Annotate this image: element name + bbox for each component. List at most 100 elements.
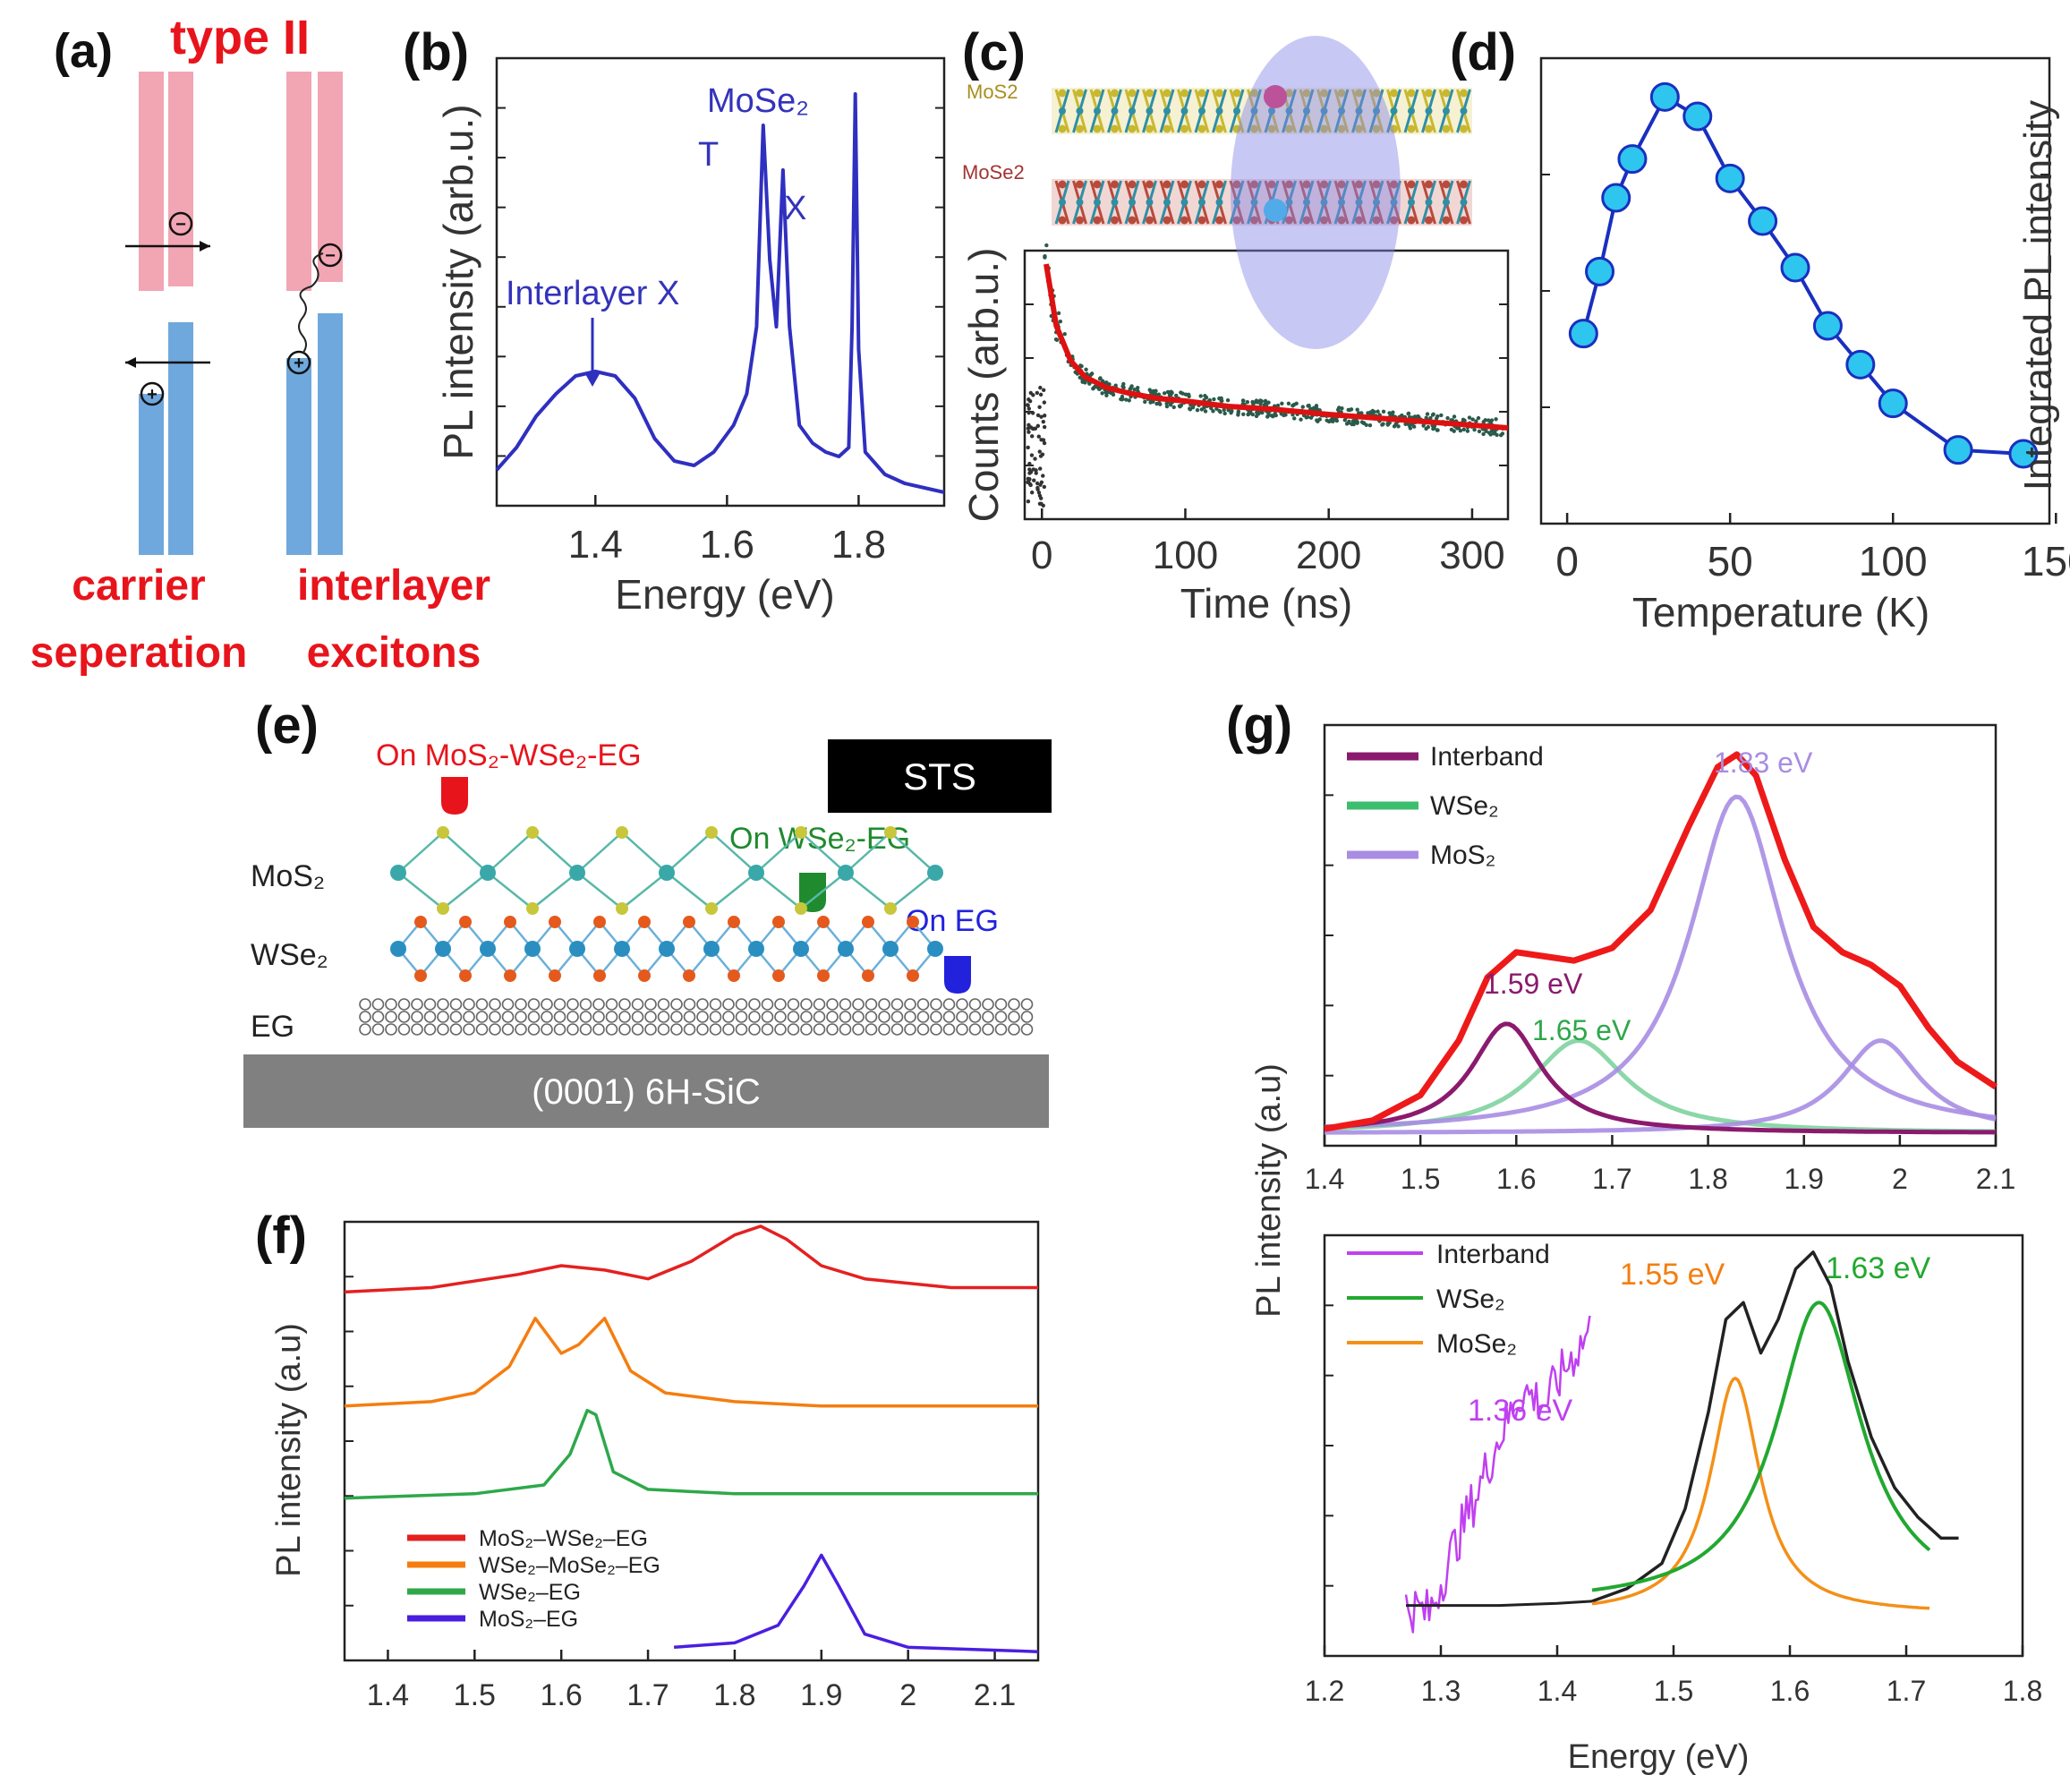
graphene-ring [437, 1023, 449, 1036]
data-point [1477, 429, 1482, 434]
panel-d-label: (d) [1450, 23, 1516, 81]
panel-a-label: (a) [54, 24, 113, 78]
atom [1460, 89, 1468, 98]
data-point [1364, 422, 1368, 427]
graphene-ring [359, 1011, 371, 1023]
graphene-ring [463, 1023, 475, 1036]
s-atom [616, 902, 628, 915]
se-atom [907, 969, 919, 982]
atom [1268, 107, 1275, 115]
panel-f: (f) 1.4 1.5 1.6 1.7 1.8 1.9 2 2.1 MoS₂–WSe₂–EGW… [255, 1207, 1040, 1712]
data-point [1212, 397, 1216, 402]
graphene-ring [644, 1011, 657, 1023]
data-point [1026, 406, 1032, 411]
legend-label: MoSe₂ [1436, 1329, 1517, 1359]
atom [1233, 107, 1240, 115]
graphene-ring [579, 1023, 592, 1036]
data-point [1041, 419, 1046, 424]
graphene-ring [553, 998, 566, 1011]
x-tick-label: 1.8 [713, 1678, 755, 1712]
panel-d-ticks: 0 50 100 150 [1541, 174, 2070, 585]
data-line [1324, 751, 1998, 1132]
graphene-ring [748, 1023, 761, 1036]
data-point [1154, 401, 1159, 406]
data-point [1097, 387, 1102, 391]
data-point [1035, 423, 1041, 429]
se-atom [459, 916, 472, 928]
graphene-ring [411, 998, 423, 1011]
legend-label: Interband [1430, 742, 1544, 772]
data-point [1179, 403, 1184, 408]
series-line [1591, 1301, 1931, 1592]
atom [1338, 199, 1345, 206]
legend-label: MoS₂–WSe₂–EG [479, 1526, 648, 1551]
data-point [1203, 409, 1208, 414]
graphene-ring [411, 1023, 423, 1036]
data-point [1136, 385, 1140, 390]
atom [1285, 124, 1293, 133]
atom [1059, 107, 1066, 115]
graphene-ring [618, 1011, 631, 1023]
graphene-ring [942, 998, 956, 1011]
arrow-head-icon [584, 372, 601, 387]
data-point [1411, 424, 1417, 429]
graphene-ring [916, 998, 930, 1011]
graphene-ring [553, 1011, 566, 1023]
graphene-ring [527, 1023, 541, 1036]
data-point [1026, 403, 1030, 407]
graphene-ring [982, 1023, 994, 1036]
atom [1180, 199, 1188, 206]
fit-line [1044, 263, 1509, 431]
graphene-ring [631, 1023, 644, 1036]
data-point [1617, 144, 1648, 175]
atom [1337, 180, 1346, 189]
panel-b-frame [495, 56, 946, 508]
data-point [1715, 163, 1745, 193]
layer-label-mos2: MoS2 [967, 81, 1018, 103]
graphene-ring [994, 998, 1008, 1011]
data-point [1425, 412, 1430, 416]
data-point [1037, 449, 1042, 454]
atom [1094, 199, 1101, 206]
s-atom [795, 826, 807, 839]
atom [1128, 124, 1137, 133]
s-atom [616, 826, 628, 839]
atom [1076, 216, 1084, 225]
data-point [1028, 482, 1033, 488]
series-line [1324, 794, 1997, 1130]
atom [1232, 216, 1241, 225]
data-point [1037, 501, 1043, 506]
graphene-ring [592, 998, 605, 1011]
graphene-ring [475, 998, 489, 1011]
x-tick-label: 1.5 [1654, 1675, 1693, 1707]
data-point [1255, 399, 1259, 404]
series-line [1325, 1038, 1997, 1135]
se-atom [862, 916, 874, 928]
stm-tip-icon [944, 956, 971, 994]
data-point [1217, 408, 1222, 414]
data-point [1026, 499, 1031, 504]
graphene-ring [475, 1011, 489, 1023]
atom [1320, 216, 1328, 225]
graphene-ring [489, 998, 501, 1011]
data-point [1240, 398, 1246, 403]
atom [1390, 199, 1398, 206]
data-point [1143, 399, 1147, 405]
atom [1163, 199, 1171, 206]
graphene-ring [800, 998, 813, 1011]
atom [1285, 107, 1293, 115]
atom [1058, 124, 1067, 133]
data-point [1158, 402, 1163, 406]
graphene-ring [826, 1023, 839, 1036]
atom [1232, 124, 1241, 133]
graphene-ring [696, 998, 709, 1011]
graphene-ring [839, 1011, 852, 1023]
graphene-ring [644, 998, 657, 1011]
atom [1197, 89, 1206, 98]
data-point [1129, 386, 1133, 390]
w-atom [614, 941, 630, 957]
atom [1407, 124, 1416, 133]
data-point [1222, 407, 1226, 413]
atom [1163, 216, 1171, 225]
